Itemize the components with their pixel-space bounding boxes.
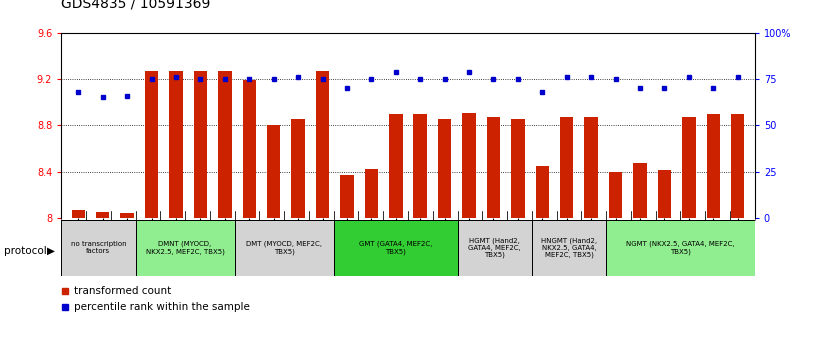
Bar (365, 169, 378, 218)
Bar (316, 71, 329, 218)
Bar (633, 163, 647, 218)
Text: ▶: ▶ (47, 245, 55, 256)
Bar (267, 125, 281, 218)
Text: protocol: protocol (4, 245, 47, 256)
Bar (334, 220, 458, 276)
Bar (532, 220, 606, 276)
Text: percentile rank within the sample: percentile rank within the sample (73, 302, 250, 313)
Bar (135, 220, 235, 276)
Text: HNGMT (Hand2,
NKX2.5, GATA4,
MEF2C, TBX5): HNGMT (Hand2, NKX2.5, GATA4, MEF2C, TBX5… (541, 237, 597, 258)
Bar (242, 80, 256, 218)
Text: HGMT (Hand2,
GATA4, MEF2C,
TBX5): HGMT (Hand2, GATA4, MEF2C, TBX5) (468, 237, 521, 258)
Bar (584, 117, 598, 218)
Bar (218, 71, 232, 218)
Bar (609, 171, 623, 218)
Bar (535, 166, 549, 218)
Bar (145, 71, 158, 218)
Text: GMT (GATA4, MEF2C,
TBX5): GMT (GATA4, MEF2C, TBX5) (359, 241, 432, 255)
Bar (606, 220, 755, 276)
Text: DMT (MYOCD, MEF2C,
TBX5): DMT (MYOCD, MEF2C, TBX5) (246, 241, 322, 255)
Bar (463, 113, 476, 218)
Bar (61, 220, 135, 276)
Bar (658, 170, 671, 218)
Bar (458, 220, 532, 276)
Bar (235, 220, 334, 276)
Text: DMNT (MYOCD,
NKX2.5, MEF2C, TBX5): DMNT (MYOCD, NKX2.5, MEF2C, TBX5) (145, 241, 224, 255)
Bar (72, 210, 85, 218)
Bar (682, 117, 695, 218)
Bar (291, 119, 305, 218)
Bar (414, 114, 427, 218)
Bar (169, 71, 183, 218)
Text: GDS4835 / 10591369: GDS4835 / 10591369 (61, 0, 211, 11)
Bar (487, 117, 500, 218)
Bar (560, 117, 574, 218)
Bar (438, 119, 451, 218)
Bar (96, 212, 109, 218)
Bar (511, 119, 525, 218)
Bar (389, 114, 402, 218)
Text: no transcription
factors: no transcription factors (70, 241, 126, 254)
Text: NGMT (NKX2.5, GATA4, MEF2C,
TBX5): NGMT (NKX2.5, GATA4, MEF2C, TBX5) (626, 241, 734, 255)
Bar (121, 213, 134, 218)
Bar (731, 114, 744, 218)
Bar (707, 114, 720, 218)
Bar (193, 71, 207, 218)
Bar (340, 175, 353, 218)
Text: transformed count: transformed count (73, 286, 171, 297)
